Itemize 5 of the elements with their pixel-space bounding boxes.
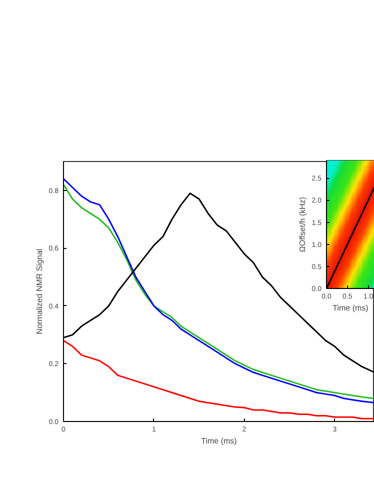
x-axis-title: Time (ms) bbox=[201, 436, 238, 446]
x-axis-title: Time (ms) bbox=[332, 304, 369, 312]
y-axis-title: ΩOffset/h (kHz) bbox=[298, 196, 307, 252]
line-series bbox=[64, 340, 374, 420]
y-axis-title: Normalized NMR Signal bbox=[34, 248, 44, 334]
